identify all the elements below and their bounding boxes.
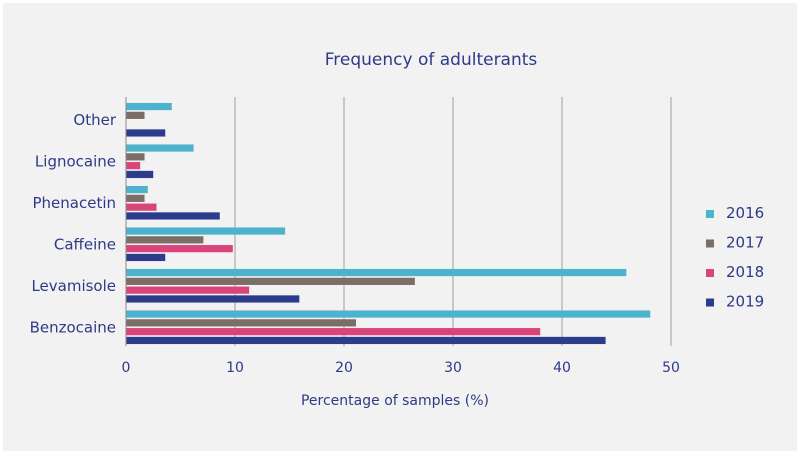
bar-2019-lignocaine [126, 170, 154, 179]
bar-2017-other [126, 111, 145, 119]
axes: 0 10 20 30 40 50 Other Lignocaine Phenacetin Caff… [30, 97, 680, 376]
bar-2018-levamisole [126, 286, 250, 294]
y-category-label: Caffeine [54, 235, 116, 253]
y-category-label: Benzocaine [30, 318, 116, 336]
bar-2016-caffeine [126, 227, 286, 235]
bar-2017-caffeine [126, 236, 204, 244]
bar-2019-caffeine [126, 253, 166, 262]
bar-2016-other [126, 102, 172, 111]
legend: 2016 2017 2018 2019 [706, 204, 764, 311]
bar-chart: Frequency of adulterants 0 10 20 30 40 50 Othe… [30, 50, 765, 409]
y-category-label: Levamisole [31, 277, 116, 295]
y-category-label: Other [73, 111, 116, 129]
gridlines [234, 97, 672, 346]
x-tick-label: 40 [553, 360, 571, 376]
legend-swatch-2016 [706, 210, 714, 218]
legend-label-2019: 2019 [726, 293, 764, 311]
legend-swatch-2018 [706, 269, 714, 277]
bar-2017-lignocaine [126, 153, 145, 161]
chart-frame: Frequency of adulterants 0 10 20 30 40 50 Othe… [3, 3, 797, 451]
chart-title: Frequency of adulterants [325, 50, 538, 70]
x-tick-label: 20 [335, 360, 353, 376]
bar-2018-benzocaine [126, 328, 541, 336]
bar-2018-caffeine [126, 245, 233, 253]
bar-2018-lignocaine [126, 162, 141, 170]
legend-swatch-2017 [706, 239, 714, 248]
bar-2018-phenacetin [126, 203, 157, 211]
bar-2017-benzocaine [126, 319, 356, 327]
bars [126, 102, 651, 345]
legend-label-2017: 2017 [726, 234, 764, 252]
x-tick-label: 0 [122, 360, 131, 376]
bar-2016-levamisole [126, 268, 627, 277]
bar-2016-phenacetin [126, 185, 148, 194]
bar-2017-levamisole [126, 277, 415, 285]
bar-2016-benzocaine [126, 310, 651, 318]
y-category-label: Phenacetin [32, 194, 116, 212]
legend-label-2018: 2018 [726, 263, 764, 281]
bar-2017-phenacetin [126, 194, 145, 202]
bar-2019-phenacetin [126, 212, 220, 220]
x-axis-label: Percentage of samples (%) [301, 393, 489, 409]
bar-2019-benzocaine [126, 336, 606, 345]
legend-label-2016: 2016 [726, 204, 764, 222]
x-tick-label: 10 [226, 360, 244, 376]
x-tick-label: 50 [662, 360, 680, 376]
bar-2019-other [126, 129, 166, 137]
y-category-label: Lignocaine [35, 152, 116, 170]
bar-2019-levamisole [126, 295, 300, 303]
bar-2016-lignocaine [126, 144, 194, 152]
x-tick-label: 30 [444, 360, 462, 376]
legend-swatch-2019 [706, 298, 714, 307]
